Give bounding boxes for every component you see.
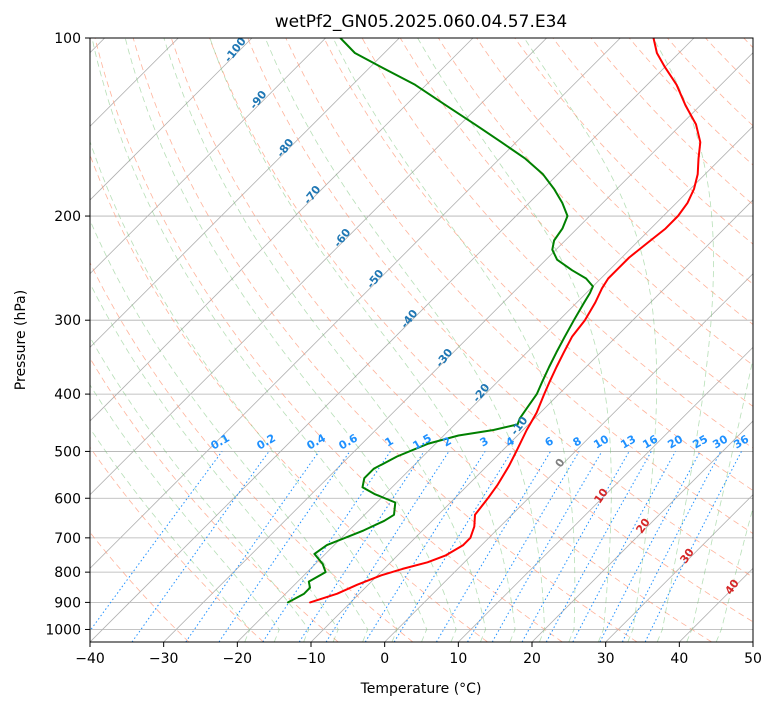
isotherm-line (163, 52, 753, 642)
x-tick-label: −20 (223, 651, 253, 667)
moist-adiabat-line (90, 282, 339, 642)
chart-title: wetPf2_GN05.2025.060.04.57.E34 (275, 12, 567, 32)
mixing-ratio-line (545, 451, 652, 642)
dry-adiabat-line (628, 38, 753, 166)
mixing-ratio-line (131, 451, 270, 642)
y-tick-label: 400 (54, 387, 81, 403)
x-tick-label: 10 (449, 651, 467, 667)
dry-adiabat-line (323, 38, 753, 492)
dry-adiabat-line (361, 38, 753, 449)
moist-adiabat-line (209, 38, 516, 642)
mixing-ratio-line (325, 451, 450, 642)
y-tick-label: 700 (54, 531, 81, 547)
isotherm-line (605, 494, 753, 642)
x-tick-label: 40 (670, 651, 688, 667)
moist-adiabat-line (417, 38, 612, 642)
x-tick-label: −10 (296, 651, 326, 667)
dry-adiabat-line (514, 38, 753, 285)
dry-adiabat-line (132, 38, 638, 642)
moist-adiabat-line (90, 219, 369, 642)
plot-frame (89, 37, 754, 643)
moist-adiabat-line (90, 427, 251, 642)
mixing-ratio-line (90, 451, 223, 632)
x-tick-label: 20 (523, 651, 541, 667)
y-tick-label: 600 (54, 491, 81, 507)
x-tick-label: 50 (744, 651, 762, 667)
isotherm-line (90, 38, 474, 422)
moist-adiabat-line (90, 384, 280, 642)
x-tick-label: −40 (75, 651, 105, 667)
x-tick-label: 0 (380, 651, 389, 667)
mixing-ratio-line (218, 451, 351, 642)
isotherm-line (90, 38, 253, 201)
isotherm-line (458, 346, 753, 642)
moist-adiabat-line (163, 38, 487, 642)
dry-adiabat-line (476, 38, 753, 325)
y-axis-title: Pressure (hPa) (13, 290, 29, 390)
y-tick-label: 500 (54, 444, 81, 460)
dry-adiabat-line (247, 38, 753, 578)
x-axis-title: Temperature (°C) (360, 681, 482, 697)
x-axis: −40 −30 −20 −10 0 10 20 30 40 50 (75, 642, 762, 667)
moist-adiabat-line (90, 140, 398, 642)
isotherm-line (531, 420, 753, 642)
isotherm-line (90, 38, 547, 496)
moist-adiabat-line (90, 336, 310, 642)
y-tick-label: 200 (54, 209, 81, 225)
isotherm-line (90, 38, 326, 275)
moist-adiabat-line (264, 38, 545, 642)
moist-adiabat-line (91, 38, 428, 642)
dry-adiabat-line (399, 38, 753, 407)
y-tick-label: 900 (54, 595, 81, 611)
dry-adiabat-line (209, 38, 753, 623)
sounding-profile-line (287, 38, 594, 604)
dry-adiabat-line (90, 261, 414, 642)
mixing-ratio-line (435, 451, 552, 642)
moist-adiabat-line (652, 38, 714, 642)
moist-adiabat-line (686, 356, 753, 642)
moist-adiabat-line (523, 38, 658, 642)
x-tick-label: −30 (149, 651, 179, 667)
moist-adiabat-line (715, 506, 753, 642)
y-tick-label: 100 (54, 31, 81, 47)
background-lines (90, 38, 753, 642)
dry-adiabat-line (170, 38, 712, 642)
moist-adiabat-line (332, 38, 576, 642)
isotherm-line (90, 38, 400, 348)
mixing-ratio-line (572, 451, 676, 642)
mixing-ratio-line (467, 451, 580, 642)
y-axis: 100 200 300 400 500 600 700 800 900 1000 (45, 31, 90, 638)
y-tick-label: 1000 (45, 622, 81, 638)
moist-adiabat-line (124, 38, 457, 642)
mixing-ratio-line (393, 451, 513, 642)
dry-adiabat-line (590, 38, 753, 205)
dry-adiabat-line (90, 446, 264, 642)
sounding-profiles (287, 38, 702, 604)
isotherm-line (90, 38, 621, 569)
y-tick-label: 300 (54, 313, 81, 329)
isotherm-line (90, 38, 695, 642)
mixing-ratio-line (364, 451, 486, 642)
y-tick-label: 800 (54, 565, 81, 581)
isotherm-line (384, 273, 753, 642)
x-tick-label: 30 (597, 651, 615, 667)
mixing-ratio-line (521, 451, 630, 642)
mixing-ratio-line (491, 451, 603, 642)
sounding-profile-line (309, 38, 702, 604)
dry-adiabat-line (94, 38, 563, 642)
